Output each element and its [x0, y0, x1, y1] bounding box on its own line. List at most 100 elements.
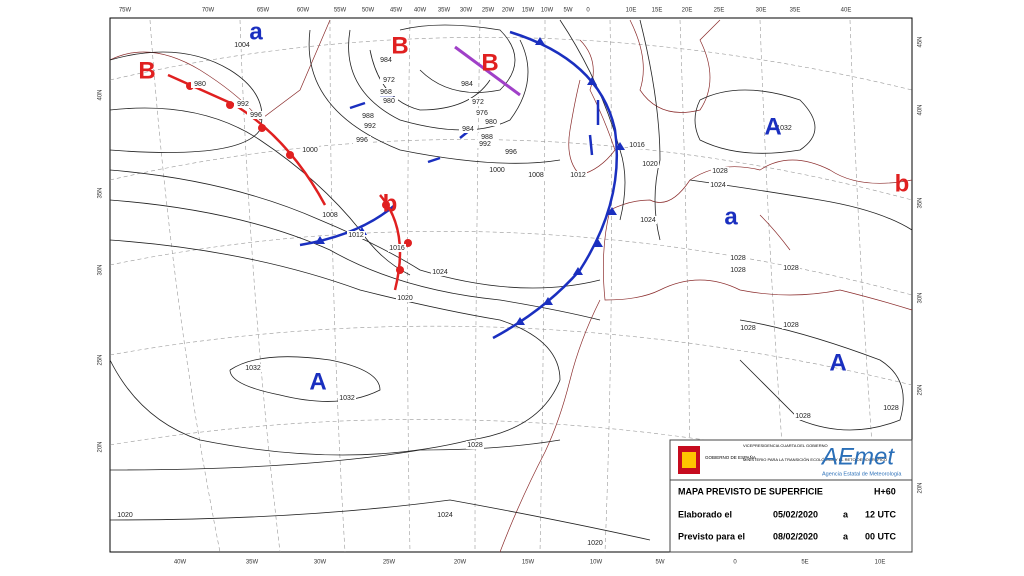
coastline	[499, 299, 601, 553]
isobar-label: 1028	[712, 168, 728, 175]
isobar	[109, 199, 601, 321]
top-lon-label: 10E	[626, 8, 637, 14]
isobar-label-bg	[569, 171, 587, 179]
graticule	[329, 19, 346, 553]
top-lon-label: 5W	[564, 8, 573, 14]
ministry: MINISTERIO PARA LA TRANSICIÓN ECOLÓGICA …	[743, 457, 887, 462]
government: GOBIERNO DE ESPAÑA	[705, 454, 756, 460]
isobar-label: 1020	[397, 295, 413, 302]
bottom-lon-label: 40W	[174, 560, 187, 566]
isobar-label-bg	[628, 141, 646, 149]
isobar-label-bg	[244, 364, 262, 372]
isobar-label-bg	[353, 136, 371, 144]
isobar	[109, 239, 561, 456]
isobar-label-bg	[247, 111, 265, 119]
isobar	[308, 29, 561, 164]
isobar-label-bg	[233, 41, 251, 49]
legend-box: GOBIERNO DE ESPAÑA VICEPRESIDENCIA CUART…	[669, 439, 913, 553]
cold-front	[299, 204, 396, 247]
top-lon-label: 50W	[362, 8, 375, 14]
top-lon-label: 65W	[257, 8, 270, 14]
isobar	[109, 51, 263, 153]
isobar	[348, 29, 529, 131]
front-triangle	[593, 239, 603, 247]
isobar	[229, 356, 381, 402]
isobar-label-bg	[359, 112, 377, 120]
isobar-label-bg	[586, 539, 604, 547]
warm-front	[167, 73, 327, 206]
bottom-lon-label: 15W	[522, 560, 535, 566]
isobar-label: 980	[383, 98, 395, 105]
isobar-label: 992	[479, 141, 491, 148]
isobar	[369, 49, 491, 111]
front-triangle	[607, 207, 617, 215]
isobar-label: 984	[380, 57, 392, 64]
isobar-label: 1024	[432, 269, 448, 276]
isobar	[109, 499, 651, 541]
isobar-label-bg	[882, 404, 900, 412]
isobar-label: 1032	[339, 395, 355, 402]
isobar-label: 980	[485, 119, 497, 126]
top-lon-label: 55W	[334, 8, 347, 14]
valid-time: 00 UTC	[865, 531, 897, 541]
graticule	[849, 19, 881, 553]
isobar-label: 1024	[640, 217, 656, 224]
isobar-label: 996	[250, 112, 262, 119]
isobar-label-bg	[794, 412, 812, 420]
right-lat-label: 20N	[918, 482, 924, 493]
graticule	[474, 19, 481, 553]
top-lon-label: 20E	[682, 8, 693, 14]
isobar	[739, 319, 904, 431]
isobar	[689, 179, 913, 231]
graticule	[539, 19, 546, 553]
bottom-lon-label: 30W	[314, 560, 327, 566]
isobar-label: 972	[472, 99, 484, 106]
left-lat-label: 25N	[98, 354, 104, 365]
top-lon-label: 40W	[414, 8, 427, 14]
pressure-center: B	[481, 49, 498, 76]
isobar-label-bg	[321, 211, 339, 219]
isobar-label: 1020	[642, 161, 658, 168]
coastline	[609, 159, 913, 211]
isobar-label-bg	[458, 80, 476, 88]
bottom-lon-label: 5E	[801, 560, 808, 566]
graticule	[109, 139, 913, 201]
vice: VICEPRESIDENCIA CUARTA DEL GOBIERNO	[743, 443, 828, 448]
graticule	[149, 19, 221, 553]
isobar-label: 1016	[389, 245, 405, 252]
agency: Agencia Estatal de Meteorología	[822, 471, 902, 477]
front-triangle	[615, 142, 625, 150]
isobar-label-bg	[641, 160, 659, 168]
isobar-label: 968	[380, 89, 392, 96]
isobar-label-bg	[380, 76, 398, 84]
isobar-label: 1016	[629, 142, 645, 149]
isobar-label: 1028	[730, 255, 746, 262]
isobar-label-bg	[396, 294, 414, 302]
made-at: a	[843, 509, 849, 519]
pressure-center: B	[138, 57, 155, 84]
isobar-label-bg	[527, 171, 545, 179]
graticule	[759, 19, 791, 553]
front-bump	[286, 151, 294, 159]
isobar	[639, 19, 661, 241]
left-lat-label: 20N	[98, 441, 104, 452]
graticule	[239, 19, 281, 553]
isobar	[109, 169, 601, 289]
bottom-lon-label: 10E	[875, 560, 886, 566]
isobar-label-bg	[466, 441, 484, 449]
isobar-label: 988	[481, 134, 493, 141]
occluded-front	[454, 45, 521, 97]
left-lat-label: 30N	[98, 264, 104, 275]
isobar-label: 992	[237, 101, 249, 108]
map-layer: 75W 70W 65W 60W 55W 50W 45W 40W 35W 30W 25W 20W 15W 1…	[98, 8, 924, 566]
top-lon-label: 20W	[502, 8, 515, 14]
isobar-label-bg	[347, 231, 365, 239]
isobar-label-bg	[380, 97, 398, 105]
isobar-label: 1008	[528, 172, 544, 179]
top-lon-label: 15E	[652, 8, 663, 14]
valid-date: 08/02/2020	[773, 531, 818, 541]
pressure-center: a	[249, 18, 263, 45]
isobar-label: 976	[476, 110, 488, 117]
isobar-label-bg	[478, 133, 496, 141]
